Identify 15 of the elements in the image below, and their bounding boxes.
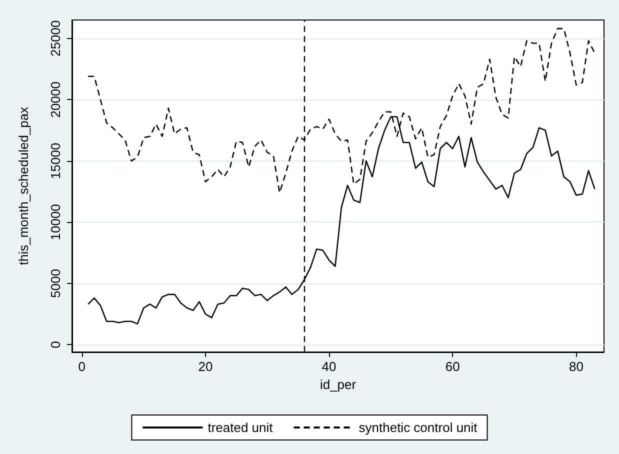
x-tick-label: 80 xyxy=(568,359,584,374)
x-tick-label: 60 xyxy=(445,359,460,374)
y-tick-label: 15000 xyxy=(48,142,63,179)
y-tick-label: 25000 xyxy=(48,20,63,56)
x-axis-title: id_per xyxy=(320,377,357,392)
x-tick-label: 20 xyxy=(198,359,213,374)
y-tick-label: 20000 xyxy=(48,82,63,118)
y-tick-label: 10000 xyxy=(48,204,63,240)
y-tick-label: 0 xyxy=(48,341,63,348)
x-tick-label: 0 xyxy=(78,359,86,374)
legend-label: treated unit xyxy=(208,420,274,435)
x-tick-label: 40 xyxy=(322,359,336,374)
y-axis-title: this_month_scheduled_pax xyxy=(16,106,31,266)
legend-label: synthetic control unit xyxy=(358,420,478,435)
y-tick-label: 5000 xyxy=(48,268,63,298)
